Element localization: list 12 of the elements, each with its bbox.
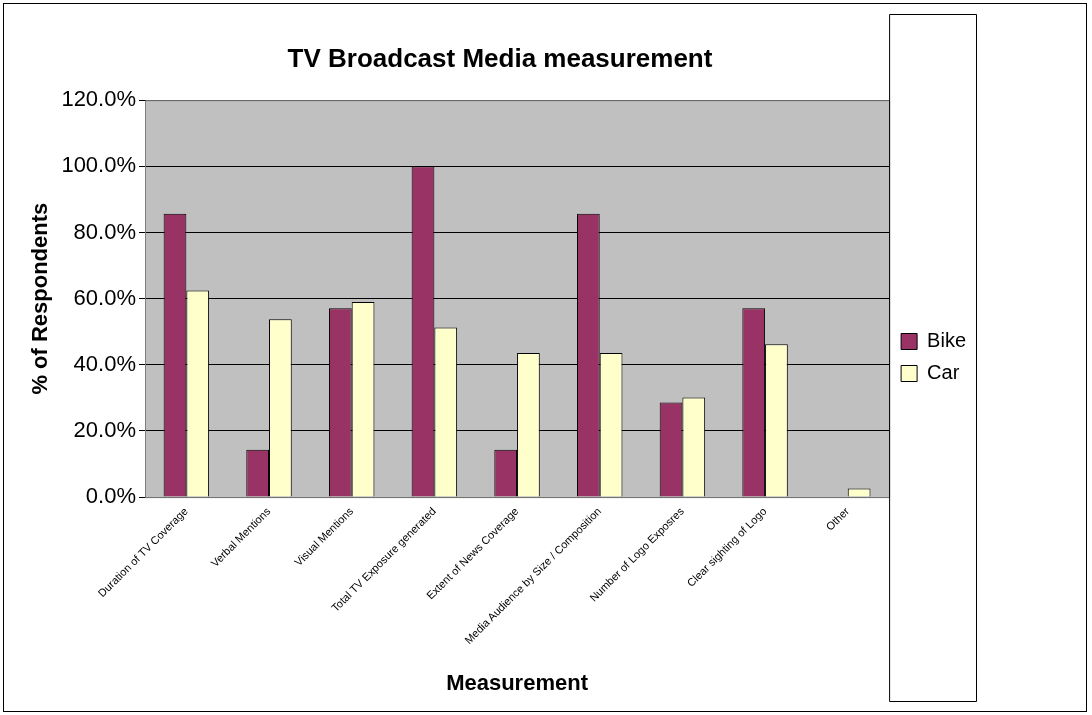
y-tick-label: 80.0% — [73, 218, 137, 244]
y-tick-label: 100.0% — [61, 152, 137, 178]
y-tick-label: 20.0% — [73, 417, 137, 443]
y-axis-title: % of Respondents — [27, 202, 53, 395]
chart-title: TV Broadcast Media measurement — [287, 42, 713, 73]
y-tick-label: 0.0% — [85, 483, 137, 509]
y-tick-label: 120.0% — [61, 86, 137, 112]
x-axis-title: Measurement — [446, 669, 589, 695]
legend-label: Car — [927, 361, 960, 384]
legend-label: Bike — [927, 329, 966, 352]
y-tick-label: 60.0% — [73, 284, 137, 310]
y-tick-label: 40.0% — [73, 350, 137, 376]
